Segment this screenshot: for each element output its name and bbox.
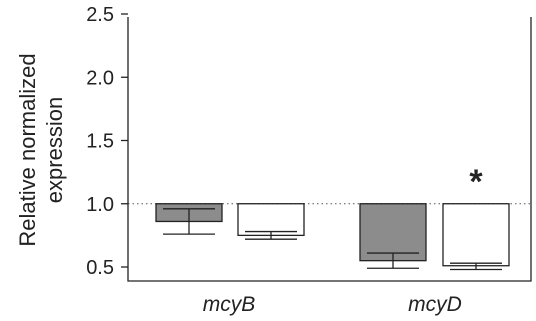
y-tick-label: 1.0 [86,194,114,216]
error-bar-mcyD-series-2 [450,262,502,271]
y-tick-label: 1.5 [86,131,114,153]
bar-mcyD-series-1 [359,203,427,262]
y-axis-ticks: 0.5 1.0 1.5 2.0 2.5 [86,4,128,279]
category-label-mcyD: mcyD [408,293,462,316]
y-axis-title-line-1: Relative normalized [15,53,40,246]
error-bar-mcyB-series-2 [245,230,297,240]
error-bar-mcyB-series-1 [163,208,215,235]
significance-marker: * [469,163,483,201]
bar-mcyB-series-2 [237,203,305,237]
y-axis-title-line-2: expression [42,97,67,203]
error-bar-mcyD-series-1 [367,252,419,269]
bar-mcyD-series-2 [442,203,510,267]
category-label-mcyB: mcyB [203,293,256,316]
y-tick-label: 0.5 [86,257,114,279]
annotations: * [469,163,483,201]
x-axis-categories: mcyB mcyD [203,293,462,316]
bars [155,203,510,271]
y-tick-label: 2.0 [86,67,114,89]
plot-axes [127,17,532,282]
y-axis-title: Relative normalized expression [15,53,67,246]
y-tick-label: 2.5 [86,4,114,26]
